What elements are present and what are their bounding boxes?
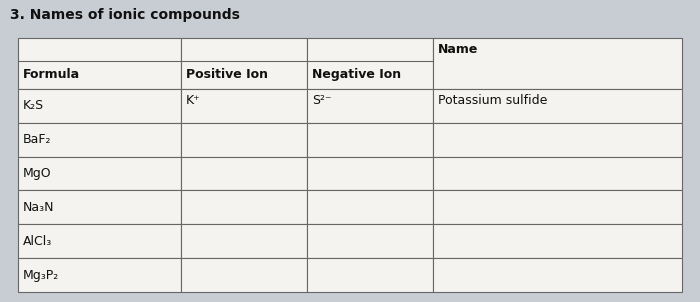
Bar — [307, 38, 433, 89]
Bar — [181, 258, 307, 292]
Text: Potassium sulfide: Potassium sulfide — [438, 94, 547, 107]
Text: MgO: MgO — [23, 167, 52, 180]
Text: Negative Ion: Negative Ion — [312, 68, 401, 81]
Bar — [433, 190, 682, 224]
Text: K⁺: K⁺ — [186, 94, 200, 107]
Bar — [433, 123, 682, 156]
Text: BaF₂: BaF₂ — [23, 133, 52, 146]
Bar — [181, 190, 307, 224]
Bar — [307, 156, 433, 190]
Bar — [18, 190, 181, 224]
Bar — [433, 89, 682, 123]
Text: S²⁻: S²⁻ — [312, 94, 332, 107]
Bar — [181, 123, 307, 156]
Bar — [18, 38, 181, 89]
Text: 3. Names of ionic compounds: 3. Names of ionic compounds — [10, 8, 240, 22]
Bar — [307, 224, 433, 258]
Bar — [433, 156, 682, 190]
Text: Formula: Formula — [23, 68, 80, 81]
Text: Positive Ion: Positive Ion — [186, 68, 267, 81]
Bar — [181, 38, 307, 89]
Text: AlCl₃: AlCl₃ — [23, 235, 52, 248]
Bar — [181, 156, 307, 190]
Bar — [307, 123, 433, 156]
Text: Name: Name — [438, 43, 478, 56]
Text: Mg₃P₂: Mg₃P₂ — [23, 268, 60, 281]
Text: K₂S: K₂S — [23, 99, 44, 112]
Bar — [18, 156, 181, 190]
Bar — [433, 224, 682, 258]
Bar — [18, 89, 181, 123]
Bar — [307, 89, 433, 123]
Bar — [433, 38, 682, 89]
Bar — [181, 224, 307, 258]
Bar — [181, 89, 307, 123]
Bar — [18, 123, 181, 156]
Bar — [307, 190, 433, 224]
Bar — [18, 224, 181, 258]
Bar — [433, 258, 682, 292]
Text: Na₃N: Na₃N — [23, 201, 55, 214]
Bar — [18, 258, 181, 292]
Bar — [307, 258, 433, 292]
